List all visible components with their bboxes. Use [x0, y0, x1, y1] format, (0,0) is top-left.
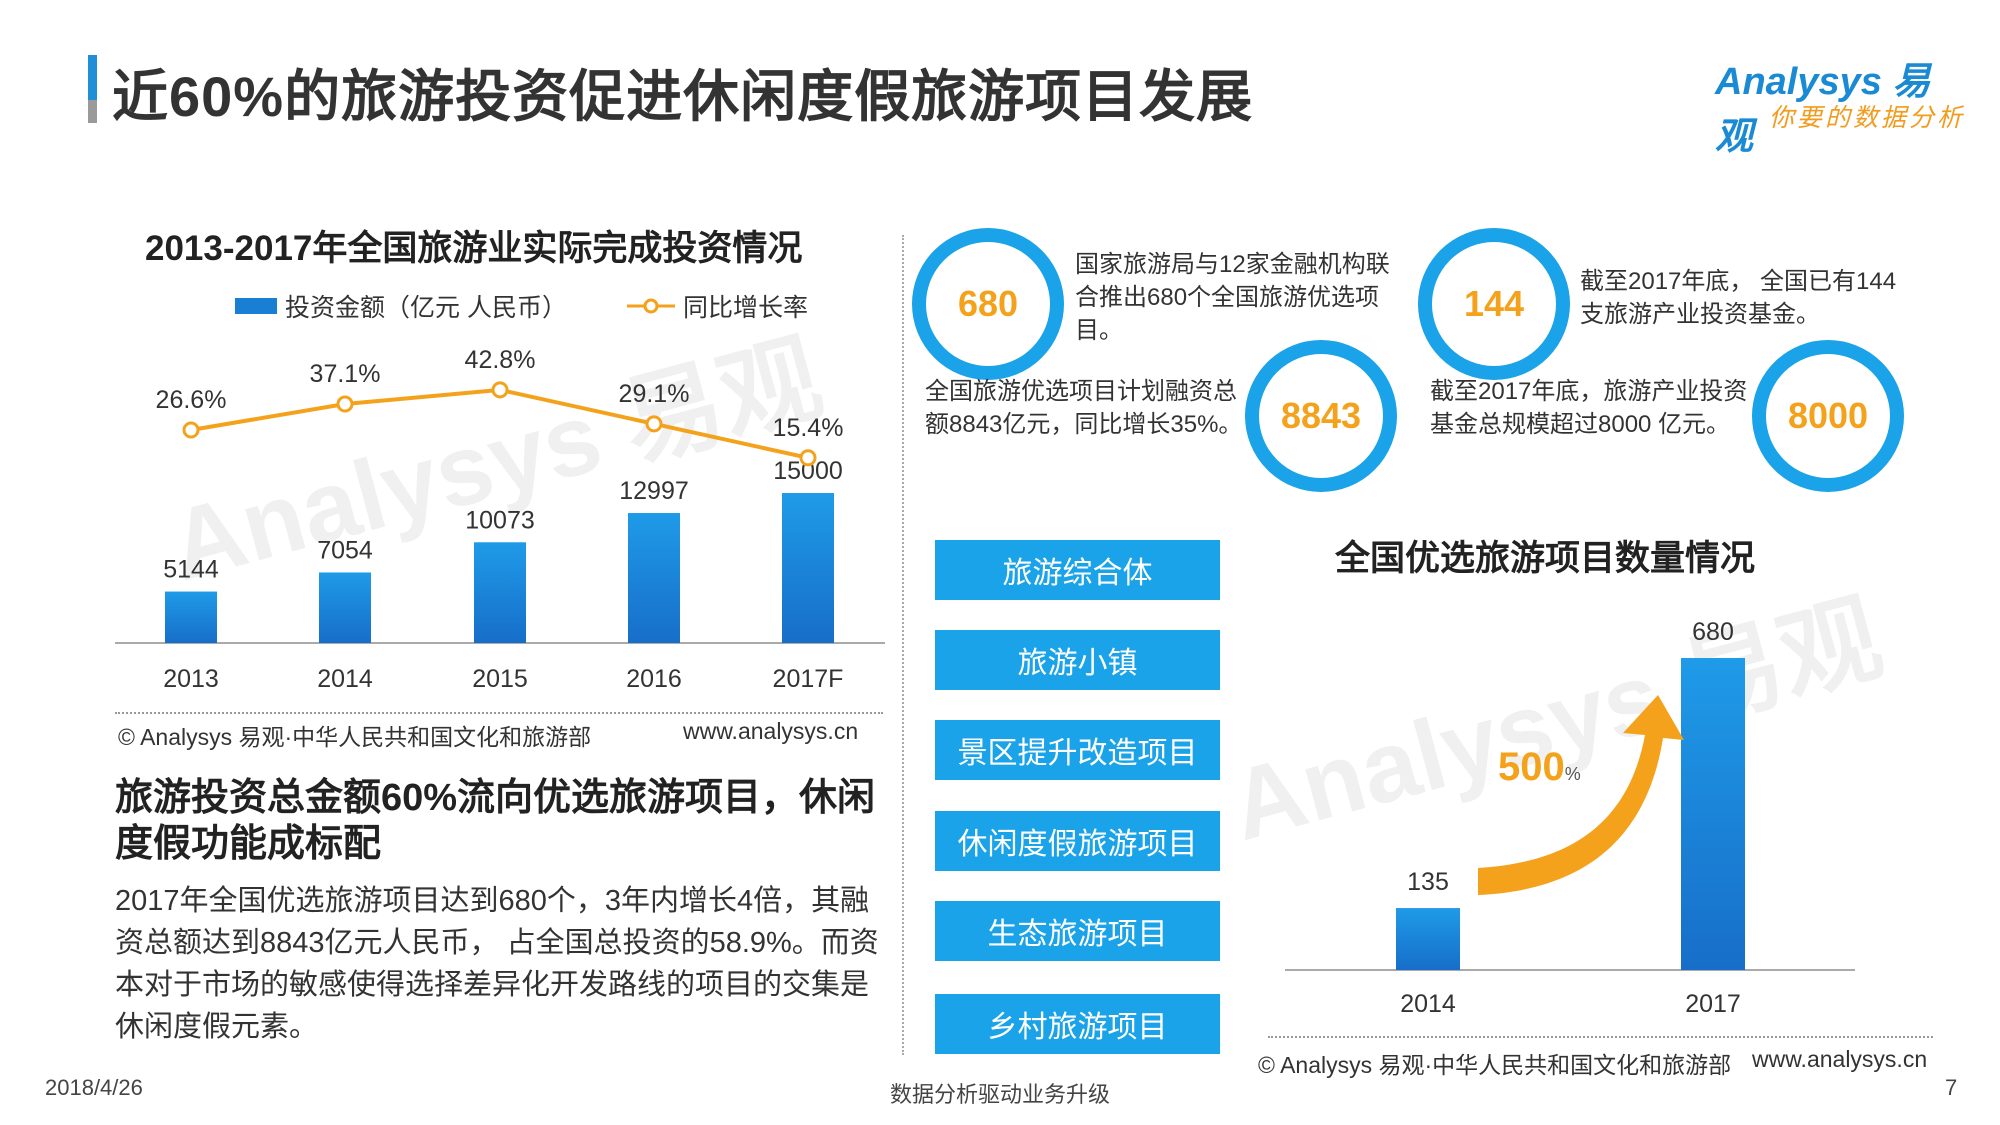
chart-source: © Analysys 易观·中华人民共和国文化和旅游部: [1258, 1052, 1732, 1078]
x-tick-label: 2013: [163, 665, 219, 693]
growth-point: [182, 421, 200, 439]
growth-rate-label: 42.8%: [465, 346, 536, 374]
growth-point: [799, 449, 817, 467]
x-tick-label: 2017F: [773, 665, 844, 693]
chart-legend: 投资金额（亿元 人民币） 同比增长率: [235, 288, 808, 324]
stat-circle: 144: [1418, 228, 1570, 380]
footer-date: 2018/4/26: [45, 1075, 143, 1100]
vertical-divider: [902, 235, 904, 1055]
growth-annotation: 500%: [1498, 745, 1581, 789]
logo-slogan: 你要的数据分析: [1768, 104, 1965, 132]
legend-item-bar: 投资金额（亿元 人民币）: [235, 288, 567, 324]
x-tick-label: 2015: [472, 665, 528, 693]
growth-point: [645, 415, 663, 433]
x-tick-label: 2016: [626, 665, 682, 693]
chart-source-url: www.analysys.cn: [1752, 1046, 1928, 1072]
bar: [1396, 908, 1460, 970]
growth-point: [336, 395, 354, 413]
logo-brand: Analysys 易观: [1715, 61, 1931, 158]
bar-value-label: 5144: [163, 556, 219, 584]
stat-text: 截至2017年底， 全国已有144支旅游产业投资基金。: [1580, 268, 1897, 328]
chart-source-url: www.analysys.cn: [683, 718, 859, 744]
bar-value-label: 12997: [619, 477, 689, 505]
growth-point: [491, 381, 509, 399]
legend-label: 投资金额（亿元 人民币）: [285, 294, 567, 322]
page-number: 7: [1945, 1075, 1958, 1100]
bar-value-label: 135: [1407, 868, 1449, 896]
growth-line: [190, 387, 809, 460]
title-accent-bar: [88, 100, 97, 123]
category-box-eco-tourism: 生态旅游项目: [935, 901, 1220, 961]
legend-swatch-bar: [235, 298, 277, 314]
stat-text: 国家旅游局与12家金融机构联合推出680个全国旅游优选项目。: [1075, 251, 1390, 344]
stat-circle: 680: [912, 228, 1064, 380]
growth-rate-label: 15.4%: [773, 414, 844, 442]
bar: [1681, 658, 1745, 970]
category-box-leisure-resort: 休闲度假旅游项目: [935, 811, 1220, 871]
stat-text: 全国旅游优选项目计划融资总额8843亿元，同比增长35%。: [925, 378, 1243, 438]
legend-item-line: 同比增长率: [626, 288, 808, 324]
x-tick-label: 2014: [1400, 990, 1456, 1018]
stat-circle: 8000: [1752, 340, 1904, 492]
growth-rate-label: 29.1%: [619, 380, 690, 408]
projects-chart: 135 2014 680 2017: [1285, 618, 1855, 1018]
investment-chart: 5144201370542014100732015129972016150002…: [115, 346, 885, 693]
summary-heading: 旅游投资总金额60%流向优选旅游项目，休闲度假功能成标配: [115, 777, 876, 865]
category-box-rural-tourism: 乡村旅游项目: [935, 994, 1220, 1054]
category-box-tourism-town: 旅游小镇: [935, 630, 1220, 690]
legend-label: 同比增长率: [682, 294, 808, 322]
chart-title: 2013-2017年全国旅游业实际完成投资情况: [145, 229, 803, 268]
bar: [628, 513, 680, 643]
growth-rate-label: 37.1%: [310, 360, 381, 388]
divider: [1268, 1036, 1933, 1038]
chart-source: © Analysys 易观·中华人民共和国文化和旅游部: [118, 724, 592, 750]
stat-circle: 8843: [1245, 340, 1397, 492]
growth-rate-label: 26.6%: [156, 386, 227, 414]
category-box-tourism-complex: 旅游综合体: [935, 540, 1220, 600]
x-tick-label: 2014: [317, 665, 373, 693]
bar: [782, 493, 834, 643]
bar: [474, 542, 526, 643]
growth-arrow: [1478, 695, 1684, 895]
legend-swatch-line: [626, 298, 675, 314]
bar-value-label: 10073: [465, 506, 535, 534]
bar: [165, 591, 217, 643]
stat-text: 截至2017年底，旅游产业投资基金总规模超过8000 亿元。: [1430, 378, 1748, 438]
divider: [115, 712, 883, 714]
summary-paragraph: 2017年全国优选旅游项目达到680个，3年内增长4倍，其融资总额达到8843亿…: [115, 885, 879, 1043]
footer-tagline: 数据分析驱动业务升级: [890, 1082, 1111, 1107]
analysys-logo: Analysys 易观 你要的数据分析: [1715, 50, 1965, 158]
bar-value-label: 680: [1692, 618, 1734, 646]
page-title: 近60%的旅游投资促进休闲度假旅游项目发展: [112, 65, 1254, 128]
category-box-scenic-upgrade: 景区提升改造项目: [935, 720, 1220, 780]
bar-value-label: 7054: [317, 536, 373, 564]
bar: [319, 572, 371, 643]
chart-title: 全国优选旅游项目数量情况: [1335, 539, 1756, 578]
x-tick-label: 2017: [1685, 990, 1741, 1018]
title-accent-bar: [88, 55, 97, 123]
